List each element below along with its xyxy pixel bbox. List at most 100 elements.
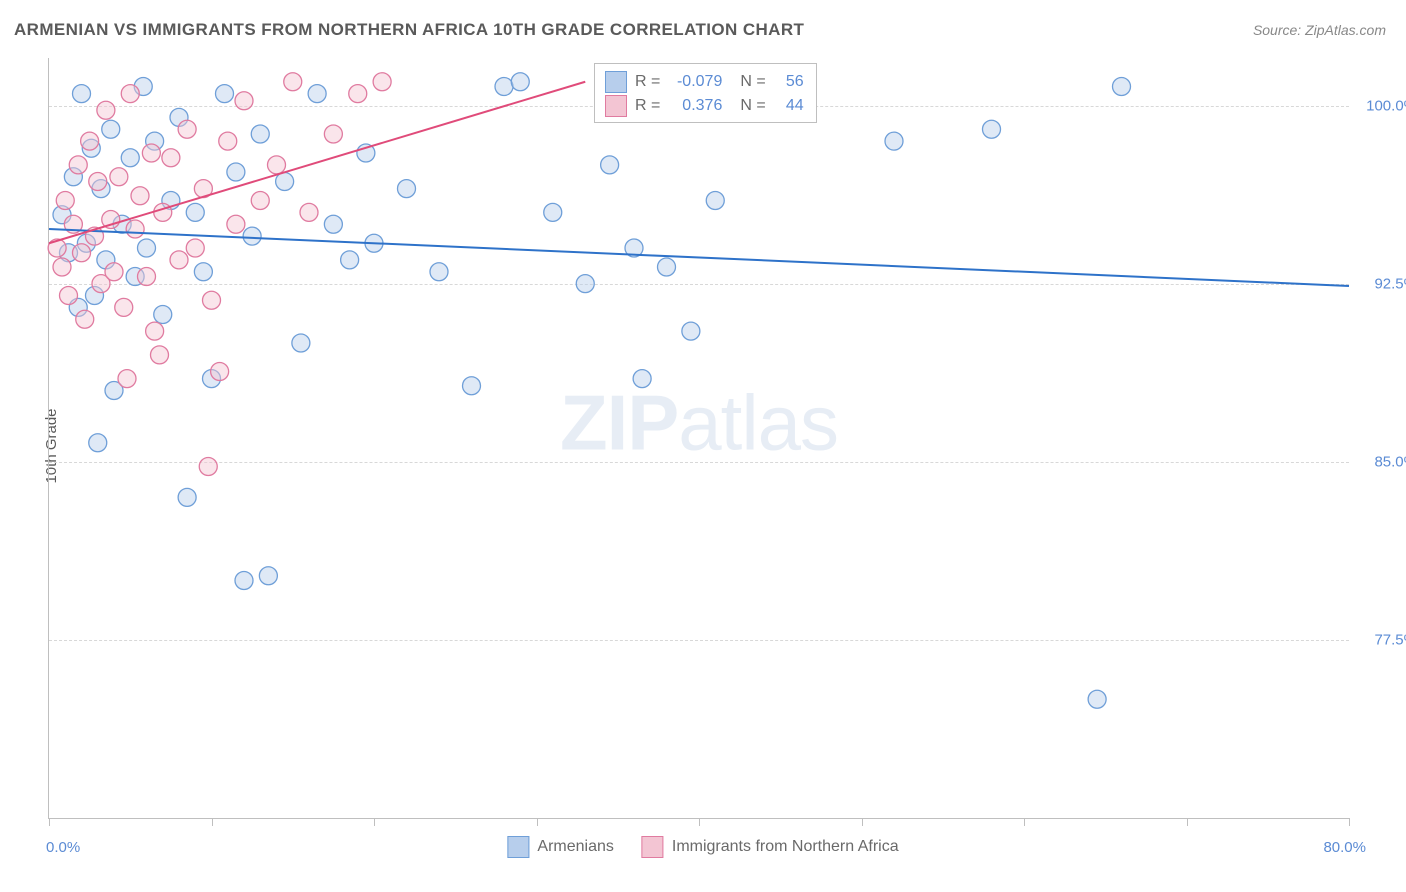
data-point (243, 227, 261, 245)
stat-r-label: R = (635, 70, 660, 94)
data-point (97, 101, 115, 119)
data-point (199, 458, 217, 476)
data-point (73, 85, 91, 103)
data-point (102, 120, 120, 138)
data-point (89, 434, 107, 452)
data-point (186, 203, 204, 221)
scatter-layer (48, 73, 1130, 709)
data-point (601, 156, 619, 174)
data-point (268, 156, 286, 174)
data-point (178, 488, 196, 506)
legend-label: Immigrants from Northern Africa (672, 838, 899, 855)
data-point (81, 132, 99, 150)
data-point (131, 187, 149, 205)
data-point (1088, 690, 1106, 708)
data-point (73, 244, 91, 262)
stat-r-label: R = (635, 94, 660, 118)
data-point (983, 120, 1001, 138)
stat-r-value: 0.376 (668, 94, 722, 118)
x-tick (374, 818, 375, 826)
data-point (219, 132, 237, 150)
data-point (126, 220, 144, 238)
data-point (211, 363, 229, 381)
data-point (706, 192, 724, 210)
series-swatch-icon (605, 71, 627, 93)
data-point (227, 215, 245, 233)
data-point (170, 251, 188, 269)
data-point (154, 306, 172, 324)
trend-line (49, 229, 1349, 286)
data-point (300, 203, 318, 221)
x-axis-max-label: 80.0% (1323, 839, 1366, 856)
y-tick-label: 100.0% (1366, 97, 1406, 114)
y-tick-label: 92.5% (1374, 275, 1406, 292)
plot-area: ZIPatlas 77.5%85.0%92.5%100.0% R =-0.079… (48, 58, 1349, 819)
plot-svg (49, 58, 1349, 818)
x-tick (1349, 818, 1350, 826)
stat-n-value: 56 (774, 70, 804, 94)
x-axis-min-label: 0.0% (46, 839, 80, 856)
legend-item: Armenians (507, 836, 613, 858)
data-point (60, 287, 78, 305)
data-point (110, 168, 128, 186)
data-point (373, 73, 391, 91)
x-tick (212, 818, 213, 826)
legend-swatch-icon (642, 836, 664, 858)
data-point (216, 85, 234, 103)
x-tick (699, 818, 700, 826)
data-point (89, 173, 107, 191)
chart-title: ARMENIAN VS IMMIGRANTS FROM NORTHERN AFR… (14, 20, 804, 40)
data-point (1113, 78, 1131, 96)
data-point (511, 73, 529, 91)
data-point (398, 180, 416, 198)
data-point (292, 334, 310, 352)
data-point (69, 156, 87, 174)
series-legend: Armenians Immigrants from Northern Africa (507, 836, 898, 858)
data-point (178, 120, 196, 138)
data-point (56, 192, 74, 210)
data-point (151, 346, 169, 364)
data-point (121, 85, 139, 103)
x-tick (1187, 818, 1188, 826)
x-tick (862, 818, 863, 826)
stat-n-label: N = (740, 94, 765, 118)
x-tick (49, 818, 50, 826)
data-point (544, 203, 562, 221)
data-point (105, 263, 123, 281)
data-point (885, 132, 903, 150)
data-point (121, 149, 139, 167)
source-attribution: Source: ZipAtlas.com (1253, 22, 1386, 38)
data-point (138, 268, 156, 286)
y-tick-label: 85.0% (1374, 453, 1406, 470)
legend-item: Immigrants from Northern Africa (642, 836, 899, 858)
data-point (227, 163, 245, 181)
stats-legend-box: R =-0.079N =56R =0.376N =44 (594, 63, 817, 123)
data-point (463, 377, 481, 395)
data-point (633, 370, 651, 388)
data-point (235, 572, 253, 590)
data-point (162, 149, 180, 167)
series-swatch-icon (605, 95, 627, 117)
data-point (324, 125, 342, 143)
data-point (53, 258, 71, 276)
data-point (76, 310, 94, 328)
data-point (251, 192, 269, 210)
stat-n-label: N = (740, 70, 765, 94)
data-point (259, 567, 277, 585)
y-tick-label: 77.5% (1374, 631, 1406, 648)
legend-swatch-icon (507, 836, 529, 858)
stats-row: R =0.376N =44 (605, 94, 804, 118)
data-point (576, 275, 594, 293)
data-point (251, 125, 269, 143)
legend-label: Armenians (537, 838, 613, 855)
stat-r-value: -0.079 (668, 70, 722, 94)
x-tick (537, 818, 538, 826)
data-point (495, 78, 513, 96)
stats-row: R = -0.079 N = 56 (605, 70, 804, 94)
data-point (682, 322, 700, 340)
data-point (308, 85, 326, 103)
data-point (349, 85, 367, 103)
x-tick (1024, 818, 1025, 826)
data-point (115, 298, 133, 316)
data-point (146, 322, 164, 340)
